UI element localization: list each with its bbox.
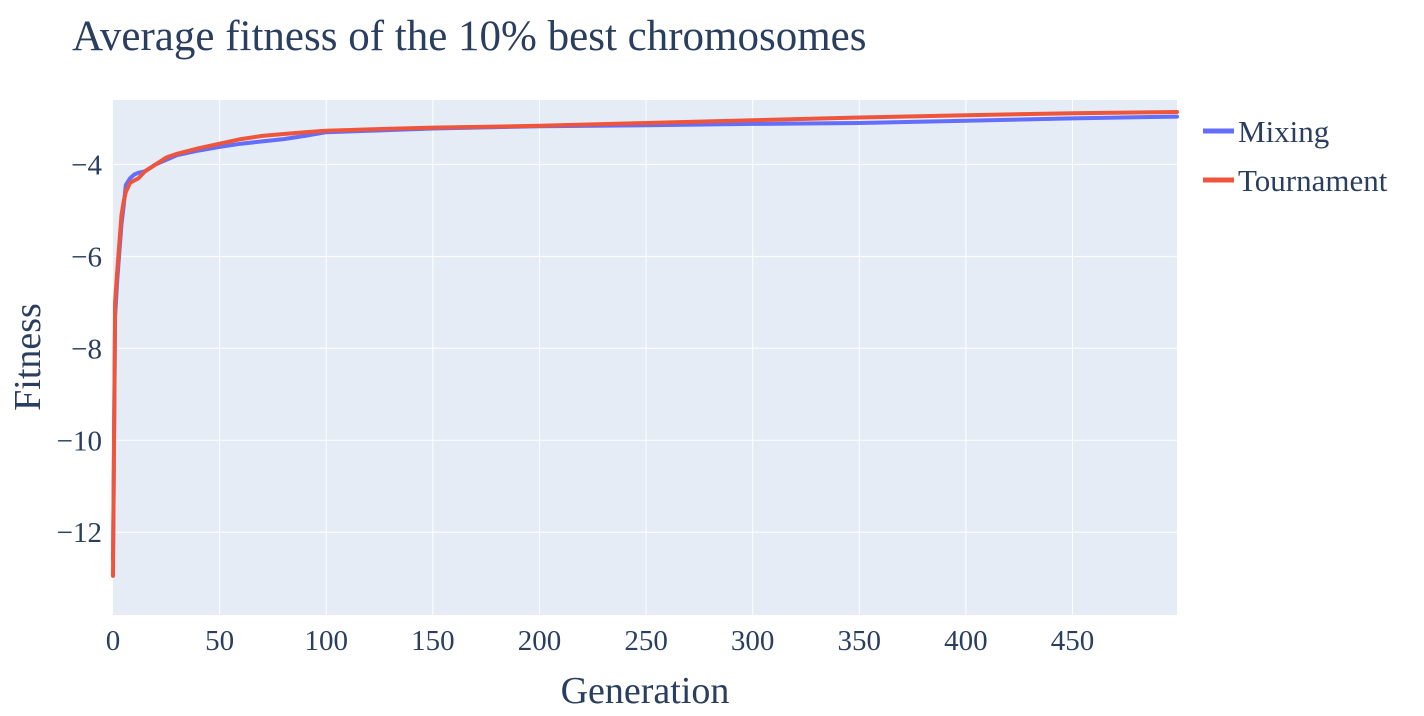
x-tick-label: 0 bbox=[106, 625, 121, 657]
x-tick-label: 250 bbox=[624, 625, 668, 657]
x-tick-label: 450 bbox=[1051, 625, 1095, 657]
legend-label: Tournament bbox=[1238, 163, 1388, 198]
grid bbox=[113, 100, 1177, 615]
series-layer bbox=[111, 110, 1179, 578]
tick-labels: 0 50 100 150 200 250 300 350 400 450 −12 −10 −8 −6 −4 bbox=[57, 149, 1095, 657]
legend-item-mixing[interactable]: Mixing bbox=[1203, 114, 1329, 149]
plot-area bbox=[113, 100, 1177, 615]
x-tick-label: 100 bbox=[304, 625, 348, 657]
legend-item-tournament[interactable]: Tournament bbox=[1203, 163, 1388, 198]
x-tick-label: 350 bbox=[838, 625, 882, 657]
legend-label: Mixing bbox=[1238, 114, 1329, 149]
x-tick-label: 200 bbox=[518, 625, 562, 657]
y-tick-label: −8 bbox=[71, 333, 102, 365]
chart-title: Average fitness of the 10% best chromoso… bbox=[72, 13, 867, 60]
x-tick-label: 400 bbox=[944, 625, 988, 657]
x-tick-label: 150 bbox=[411, 625, 455, 657]
y-tick-label: −12 bbox=[57, 517, 102, 549]
y-tick-label: −4 bbox=[71, 149, 102, 181]
series-line-tournament bbox=[111, 110, 1179, 578]
y-tick-label: −6 bbox=[71, 241, 102, 273]
x-tick-label: 50 bbox=[205, 625, 234, 657]
legend[interactable]: Mixing Tournament bbox=[1203, 114, 1388, 198]
x-axis-label: Generation bbox=[561, 670, 730, 712]
y-axis-label: Fitness bbox=[7, 303, 49, 411]
y-tick-label: −10 bbox=[57, 425, 102, 457]
x-tick-label: 300 bbox=[731, 625, 775, 657]
